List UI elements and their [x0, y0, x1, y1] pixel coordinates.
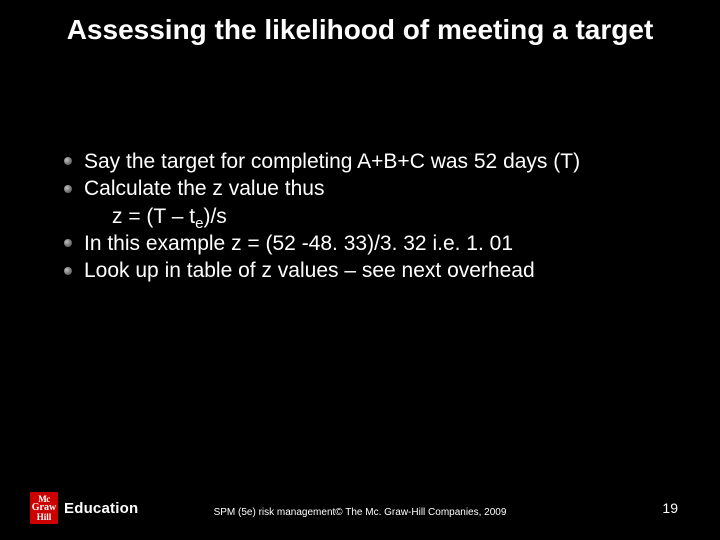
list-item-text: In this example z = (52 -48. 33)/3. 32 i…	[84, 232, 513, 255]
list-item-text: Calculate the z value thus	[84, 177, 324, 200]
slide-body: Say the target for completing A+B+C was …	[84, 148, 660, 284]
bullet-list: Say the target for completing A+B+C was …	[84, 148, 660, 284]
list-item: Say the target for completing A+B+C was …	[84, 148, 660, 175]
list-item-text: Look up in table of z values – see next …	[84, 259, 535, 282]
logo-wordmark: Education	[64, 500, 138, 517]
slide: Assessing the likelihood of meeting a ta…	[0, 0, 720, 540]
list-item: In this example z = (52 -48. 33)/3. 32 i…	[84, 230, 660, 257]
logo-mark-icon: Mc Graw Hill	[30, 492, 58, 524]
list-item: Calculate the z value thus z = (T – te)/s	[84, 175, 660, 230]
list-item-indent: z = (T – te)/s	[84, 203, 660, 230]
list-item: Look up in table of z values – see next …	[84, 257, 660, 284]
publisher-logo: Mc Graw Hill Education	[30, 492, 138, 524]
logo-mark-bot: Hill	[30, 513, 58, 522]
page-number: 19	[662, 500, 678, 516]
list-item-text: Say the target for completing A+B+C was …	[84, 150, 580, 173]
slide-title: Assessing the likelihood of meeting a ta…	[0, 14, 720, 46]
